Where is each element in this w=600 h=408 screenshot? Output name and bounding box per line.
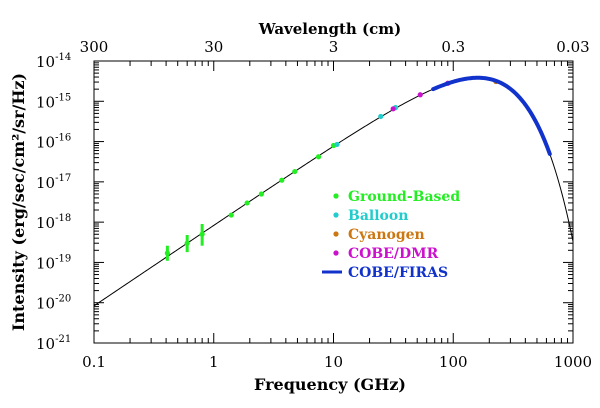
- x-tick-labels: 0.1 1 10 100 1000: [82, 353, 592, 371]
- ground-based-point: [292, 168, 298, 175]
- y-tick-label: 10-14: [36, 52, 71, 71]
- ground-based-point: [184, 240, 190, 246]
- legend-label-cobe-dmr: COBE/DMR: [348, 246, 439, 262]
- y-tick-label: 10-16: [36, 133, 71, 152]
- cobe-dmr-point: [417, 92, 423, 98]
- legend-label-ground-based: Ground-Based: [348, 189, 460, 205]
- ground-based-point: [228, 212, 234, 218]
- legend-marker-balloon: [333, 212, 339, 218]
- y-tick-label: 10-17: [36, 173, 71, 192]
- y-tick-label: 10-21: [36, 334, 71, 353]
- ground-based-point: [279, 177, 285, 183]
- x-tick-label: 0.1: [82, 353, 106, 371]
- ground-based-point: [244, 200, 250, 206]
- ground-based-point: [258, 191, 265, 197]
- y-tick-labels: 10-21 10-20 10-19 10-18 10-17 10-16 10-15 10-14: [36, 52, 71, 353]
- chart-title: Wavelength (cm): [258, 20, 401, 38]
- x-tick-label: 1: [209, 353, 219, 371]
- x-axis-label: Frequency (GHz): [254, 375, 406, 394]
- axis-ticks: [93, 61, 573, 344]
- legend-label-balloon: Balloon: [348, 208, 408, 224]
- ground-based-point: [164, 250, 170, 256]
- balloon-point: [334, 141, 340, 148]
- x-tick-label: 1000: [554, 353, 592, 371]
- cobe-dmr-point: [390, 106, 396, 112]
- top-tick-label: 0.03: [556, 38, 589, 56]
- cobe-firas-line: [431, 75, 552, 156]
- top-tick-labels: 300 30 3 0.3 0.03: [80, 38, 590, 56]
- y-tick-label: 10-18: [36, 213, 71, 232]
- y-tick-label: 10-19: [36, 253, 71, 272]
- ground-based-point: [315, 154, 322, 160]
- ground-based-point: [199, 231, 205, 237]
- top-tick-label: 3: [329, 38, 339, 56]
- y-tick-label: 10-15: [36, 92, 71, 111]
- legend-marker-cobe-dmr: [333, 250, 339, 256]
- x-tick-label: 10: [324, 353, 343, 371]
- legend-label-cyanogen: Cyanogen: [348, 227, 425, 243]
- y-tick-label: 10-20: [36, 294, 71, 313]
- y-axis-label: Intensity (erg/sec/cm²/sr/Hz): [9, 73, 28, 331]
- legend-label-cobe-firas: COBE/FIRAS: [348, 265, 448, 281]
- legend-marker-ground-based: [333, 193, 339, 199]
- balloon-point: [378, 113, 384, 120]
- legend-marker-cyanogen: [333, 231, 339, 237]
- data-series: [164, 75, 552, 261]
- top-tick-label: 30: [204, 38, 223, 56]
- top-tick-label: 300: [80, 38, 109, 56]
- top-tick-label: 0.3: [441, 38, 465, 56]
- x-tick-label: 100: [439, 353, 468, 371]
- plot-frame: [93, 60, 574, 344]
- legend: Ground-Based Balloon Cyanogen COBE/DMR COBE/…: [322, 189, 460, 281]
